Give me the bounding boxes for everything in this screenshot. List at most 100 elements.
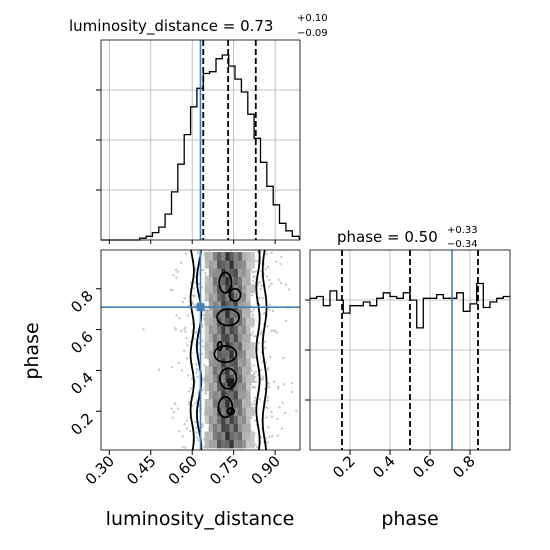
density-cell — [212, 317, 218, 326]
scatter-point — [188, 430, 192, 433]
density-cell — [233, 358, 239, 367]
density-cell — [212, 407, 218, 416]
density-cell — [233, 366, 239, 375]
density-cell — [217, 292, 222, 302]
contour-outer-2 — [255, 249, 261, 451]
density-cell — [241, 268, 247, 277]
scatter-point — [290, 382, 294, 385]
density-cell — [221, 350, 226, 359]
scatter-point — [281, 401, 284, 404]
scatter-point — [276, 434, 280, 437]
density-cell — [233, 431, 239, 441]
scatter-point — [174, 328, 178, 331]
scatter-point — [193, 337, 196, 341]
density-cell — [212, 333, 218, 343]
density-cell — [212, 309, 218, 318]
scatter-point — [197, 368, 200, 371]
scatter-point — [172, 410, 176, 414]
contours — [189, 249, 268, 451]
density-cell — [250, 260, 255, 269]
luminosity-tick-label: 0.60 — [165, 452, 201, 488]
density-cell — [204, 333, 210, 343]
density-cell — [246, 276, 251, 286]
density-cell — [229, 358, 235, 367]
scatter-point — [258, 281, 262, 284]
phase-y-tick-label: 0.6 — [67, 328, 97, 358]
scatter-point — [270, 329, 273, 333]
scatter-point — [259, 398, 262, 401]
density-cell — [229, 301, 235, 310]
contour-inner-4 — [218, 367, 238, 390]
scatter-point — [270, 251, 273, 255]
scatter-point — [187, 374, 190, 377]
density-cell — [208, 301, 214, 310]
scatter-point — [180, 369, 184, 372]
density-cell — [217, 439, 222, 449]
density-cell — [229, 366, 235, 375]
scatter-point — [180, 261, 183, 264]
density-cell — [233, 407, 239, 416]
density-cell — [241, 260, 247, 269]
density-cell — [246, 341, 251, 351]
scatter-point — [263, 340, 267, 344]
scatter-point — [181, 435, 184, 438]
scatter-point — [266, 396, 270, 399]
density-cell — [237, 284, 243, 294]
density-cell — [225, 333, 230, 343]
scatter-point — [258, 303, 262, 306]
density-cell — [225, 415, 230, 424]
density-cell — [204, 317, 210, 326]
scatter-point — [276, 417, 279, 421]
density-cell — [217, 341, 222, 351]
scatter-point — [279, 262, 282, 266]
scatter-point — [142, 328, 145, 331]
density-cell — [208, 341, 214, 351]
scatter-point — [186, 344, 189, 347]
density-cell — [246, 252, 251, 261]
density-cell — [212, 301, 218, 310]
density-cell — [212, 268, 218, 277]
luminosity-tick-label: 0.75 — [206, 452, 242, 488]
scatter-point — [171, 416, 175, 419]
density-cell — [204, 260, 210, 269]
density-cell — [246, 415, 251, 424]
density-cell — [229, 260, 235, 269]
density-cell — [246, 284, 251, 294]
phase-y-tick-label: 0.4 — [67, 369, 97, 399]
scatter-point — [264, 346, 267, 350]
scatter-point — [202, 313, 206, 317]
density-cell — [237, 341, 243, 351]
scatter-point — [260, 284, 264, 287]
scatter-point — [254, 386, 257, 389]
density-cell — [221, 292, 226, 302]
density-cell — [229, 415, 235, 424]
y-axis-label-phase: phase — [21, 322, 43, 379]
density-cell — [208, 260, 214, 269]
density-cell — [241, 317, 247, 326]
scatter-point — [183, 349, 186, 353]
scatter-point — [282, 383, 285, 386]
density-cell — [225, 276, 230, 286]
density-cell — [241, 301, 247, 310]
scatter-point — [266, 324, 269, 328]
contour-inner-1 — [228, 287, 242, 302]
density-cell — [221, 276, 226, 286]
scatter-point — [268, 278, 271, 282]
density-cell — [225, 390, 230, 400]
scatter-point — [253, 275, 256, 278]
density-cell — [208, 382, 214, 392]
density-cell — [233, 301, 239, 310]
density-cell — [246, 423, 251, 433]
scatter-point — [259, 332, 262, 336]
scatter-point — [175, 276, 178, 280]
scatter-point — [266, 399, 269, 402]
density-cell — [246, 398, 251, 408]
luminosity-distance-title-plus: +0.10 — [297, 13, 328, 24]
contour-inner-0 — [218, 271, 233, 294]
scatter-point — [270, 415, 274, 418]
density-cell — [208, 309, 214, 318]
density-cell — [250, 317, 255, 326]
density-cell — [250, 439, 255, 449]
p1-frame — [100, 39, 301, 241]
density-cell — [246, 333, 251, 343]
